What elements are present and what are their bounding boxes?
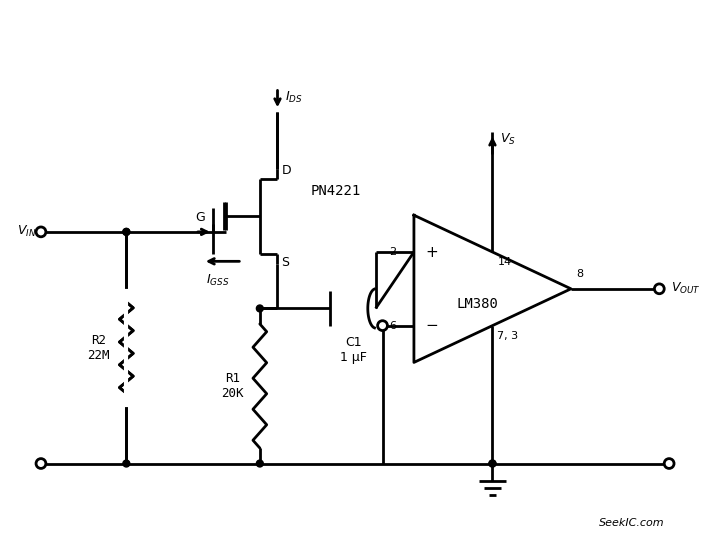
Text: C1
1 μF: C1 1 μF <box>340 336 366 364</box>
Text: 14: 14 <box>498 257 511 267</box>
Text: LM380: LM380 <box>457 296 498 311</box>
Circle shape <box>123 229 130 235</box>
Text: PN4221: PN4221 <box>311 184 361 198</box>
Text: $I_{GSS}$: $I_{GSS}$ <box>206 273 229 288</box>
Text: 2: 2 <box>389 247 396 257</box>
Circle shape <box>256 305 263 312</box>
Circle shape <box>655 284 664 294</box>
Text: R1
20K: R1 20K <box>221 372 243 400</box>
Text: G: G <box>195 211 205 224</box>
Text: 7, 3: 7, 3 <box>498 331 518 341</box>
Text: 8: 8 <box>576 269 583 279</box>
Circle shape <box>123 460 130 467</box>
Circle shape <box>123 229 130 235</box>
Text: +: + <box>426 245 438 260</box>
Circle shape <box>489 460 496 467</box>
Text: D: D <box>281 164 291 177</box>
Text: −: − <box>426 318 438 333</box>
Text: SeekIC.com: SeekIC.com <box>598 517 664 528</box>
Text: $V_{IN}$: $V_{IN}$ <box>16 224 36 239</box>
Circle shape <box>36 227 46 237</box>
Circle shape <box>664 459 674 468</box>
Text: 6: 6 <box>389 320 396 331</box>
Text: $V_{OUT}$: $V_{OUT}$ <box>671 281 701 296</box>
Text: $I_{DS}$: $I_{DS}$ <box>286 90 303 105</box>
Text: S: S <box>281 256 289 270</box>
Text: $V_S$: $V_S$ <box>501 132 516 147</box>
Circle shape <box>378 321 388 331</box>
Circle shape <box>489 460 496 467</box>
Circle shape <box>36 459 46 468</box>
Circle shape <box>256 460 263 467</box>
Text: R2
22M: R2 22M <box>88 334 110 362</box>
